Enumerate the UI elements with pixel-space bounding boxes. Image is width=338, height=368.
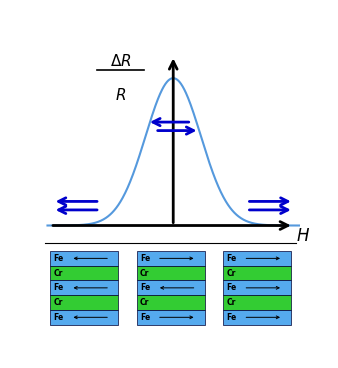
- Text: Fe: Fe: [53, 254, 64, 263]
- Text: Fe: Fe: [140, 254, 150, 263]
- Text: Cr: Cr: [53, 269, 63, 277]
- Text: Cr: Cr: [226, 298, 236, 307]
- Bar: [50, 280, 118, 295]
- Text: Fe: Fe: [53, 283, 64, 292]
- Bar: [50, 251, 118, 266]
- Bar: [223, 266, 291, 280]
- Text: $R$: $R$: [115, 87, 126, 103]
- Text: $H$: $H$: [296, 229, 310, 245]
- Text: Fe: Fe: [226, 283, 237, 292]
- Bar: [50, 266, 118, 280]
- Text: Fe: Fe: [226, 254, 237, 263]
- Bar: [223, 280, 291, 295]
- Text: Fe: Fe: [140, 283, 150, 292]
- Bar: [50, 295, 118, 310]
- Bar: [137, 266, 204, 280]
- Text: Cr: Cr: [53, 298, 63, 307]
- Text: Fe: Fe: [140, 313, 150, 322]
- Bar: [50, 310, 118, 325]
- Bar: [223, 251, 291, 266]
- Text: Fe: Fe: [53, 313, 64, 322]
- Text: Cr: Cr: [140, 298, 149, 307]
- Bar: [137, 251, 204, 266]
- Text: Fe: Fe: [226, 313, 237, 322]
- Text: $\Delta R$: $\Delta R$: [110, 53, 131, 69]
- Bar: [137, 310, 204, 325]
- Bar: [223, 295, 291, 310]
- Bar: [137, 295, 204, 310]
- Text: Cr: Cr: [140, 269, 149, 277]
- Bar: [223, 310, 291, 325]
- Text: Cr: Cr: [226, 269, 236, 277]
- Bar: [137, 280, 204, 295]
